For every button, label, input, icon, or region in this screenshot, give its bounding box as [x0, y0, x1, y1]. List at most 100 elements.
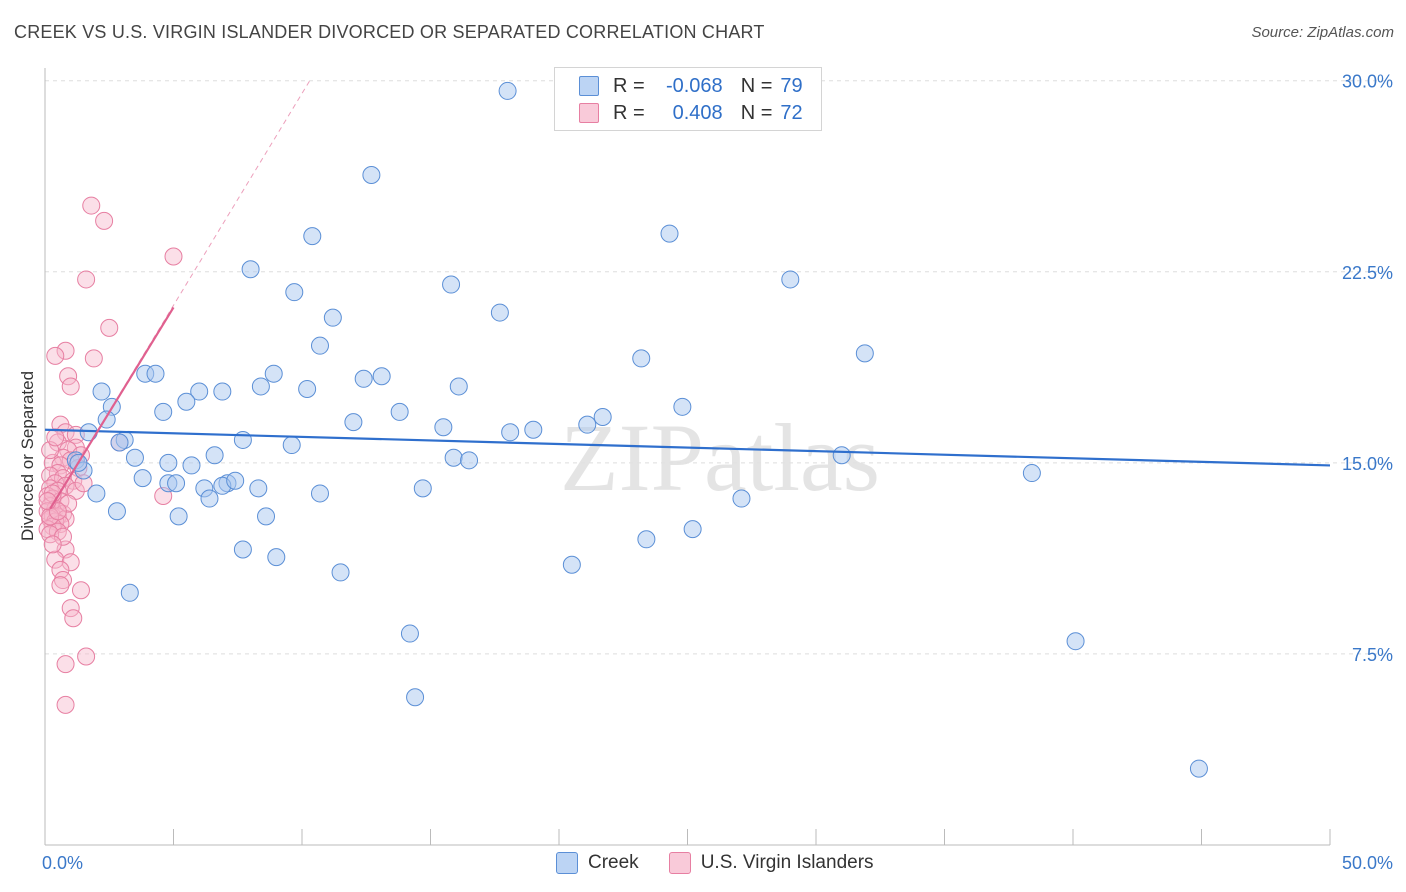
usvi-point: [43, 535, 62, 554]
legend-row-creek: R = -0.068 N = 79: [579, 73, 803, 99]
usvi-point: [164, 247, 183, 266]
usvi-point: [77, 647, 96, 666]
creek-point: [444, 448, 463, 467]
creek-point: [298, 379, 317, 398]
usvi-point: [64, 609, 83, 628]
creek-point: [303, 227, 322, 246]
creek-point: [632, 349, 651, 368]
creek-point: [442, 275, 461, 294]
creek-point: [578, 415, 597, 434]
creek-point: [390, 402, 409, 421]
legend-n-label: N =: [740, 101, 773, 124]
usvi-point: [84, 349, 103, 368]
creek-point: [267, 548, 286, 567]
usvi-points: [38, 196, 183, 714]
creek-point: [87, 484, 106, 503]
y-axis-label: Divorced or Separated: [18, 371, 37, 541]
creek-swatch: [579, 76, 599, 96]
creek-point: [107, 502, 126, 521]
creek-point: [832, 446, 851, 465]
legend-n-label: N =: [740, 74, 773, 97]
creek-point: [125, 448, 144, 467]
creek-legend-label: Creek: [588, 852, 639, 873]
creek-point: [344, 413, 363, 432]
x-tick-label: 0.0%: [42, 853, 83, 873]
creek-point: [434, 418, 453, 437]
usvi-point: [82, 196, 101, 215]
usvi-point: [59, 367, 78, 386]
creek-point: [593, 408, 612, 427]
creek-point: [251, 377, 270, 396]
creek-point: [182, 456, 201, 475]
usvi-point: [53, 527, 72, 546]
creek-point: [159, 453, 178, 472]
creek-point: [133, 469, 152, 488]
chart-title: CREEK VS U.S. VIRGIN ISLANDER DIVORCED O…: [14, 22, 765, 42]
creek-point: [264, 364, 283, 383]
creek-point: [732, 489, 751, 508]
legend-row-usvi: R = 0.408 N = 72: [579, 100, 803, 126]
creek-points: [66, 81, 1208, 778]
usvi-point: [46, 346, 65, 365]
creek-point: [241, 260, 260, 279]
creek-point: [257, 507, 276, 526]
creek-point: [190, 382, 209, 401]
usvi-legend-label: U.S. Virgin Islanders: [700, 852, 874, 873]
creek-point: [310, 484, 329, 503]
creek-point: [79, 423, 98, 442]
usvi-trend-line: [49, 306, 175, 510]
tick-labels: 7.5% 15.0% 22.5% 30.0% 0.0% 50.0% Divorced or …: [18, 72, 1393, 873]
creek-point: [524, 420, 543, 439]
creek-point: [1022, 464, 1041, 483]
usvi-point: [61, 377, 80, 396]
legend-n-value: 72: [780, 101, 803, 124]
watermark: ZIPatlas: [560, 404, 880, 511]
creek-point: [233, 540, 252, 559]
creek-point: [1189, 759, 1208, 778]
usvi-point: [56, 423, 75, 442]
usvi-point: [56, 695, 75, 714]
creek-point: [501, 423, 520, 442]
creek-point: [781, 270, 800, 289]
creek-point: [200, 489, 219, 508]
correlation-legend: R = -0.068 N = 79 R = 0.408 N = 72: [554, 67, 822, 131]
x-tick-label: 50.0%: [1342, 853, 1393, 873]
usvi-point: [51, 560, 70, 579]
usvi-point: [46, 550, 65, 569]
creek-point: [331, 563, 350, 582]
usvi-point: [95, 211, 114, 230]
creek-point: [177, 392, 196, 411]
series-legend: Creek U.S. Virgin Islanders: [556, 852, 904, 874]
y-tick-label: 15.0%: [1342, 454, 1393, 474]
creek-point: [406, 688, 425, 707]
creek-point: [362, 165, 381, 184]
creek-point: [460, 451, 479, 470]
creek-point: [169, 507, 188, 526]
usvi-point: [100, 318, 119, 337]
creek-point: [154, 402, 173, 421]
creek-point: [683, 520, 702, 539]
creek-point: [205, 446, 224, 465]
creek-point: [372, 367, 391, 386]
legend-r-label: R =: [613, 74, 645, 97]
creek-point: [146, 364, 165, 383]
creek-point: [354, 369, 373, 388]
legend-r-value: -0.068: [665, 74, 723, 97]
creek-point: [490, 303, 509, 322]
legend-item-usvi: U.S. Virgin Islanders: [668, 852, 874, 874]
creek-point: [660, 224, 679, 243]
usvi-point: [56, 341, 75, 360]
creek-point: [110, 433, 129, 452]
y-tick-label: 30.0%: [1342, 72, 1393, 92]
usvi-point: [61, 599, 80, 618]
creek-legend-swatch: [556, 852, 578, 874]
creek-point: [400, 624, 419, 643]
creek-point: [498, 81, 517, 100]
creek-point: [92, 382, 111, 401]
creek-point: [213, 382, 232, 401]
creek-point: [637, 530, 656, 549]
creek-point: [120, 583, 139, 602]
creek-point: [673, 397, 692, 416]
creek-point: [226, 471, 245, 490]
